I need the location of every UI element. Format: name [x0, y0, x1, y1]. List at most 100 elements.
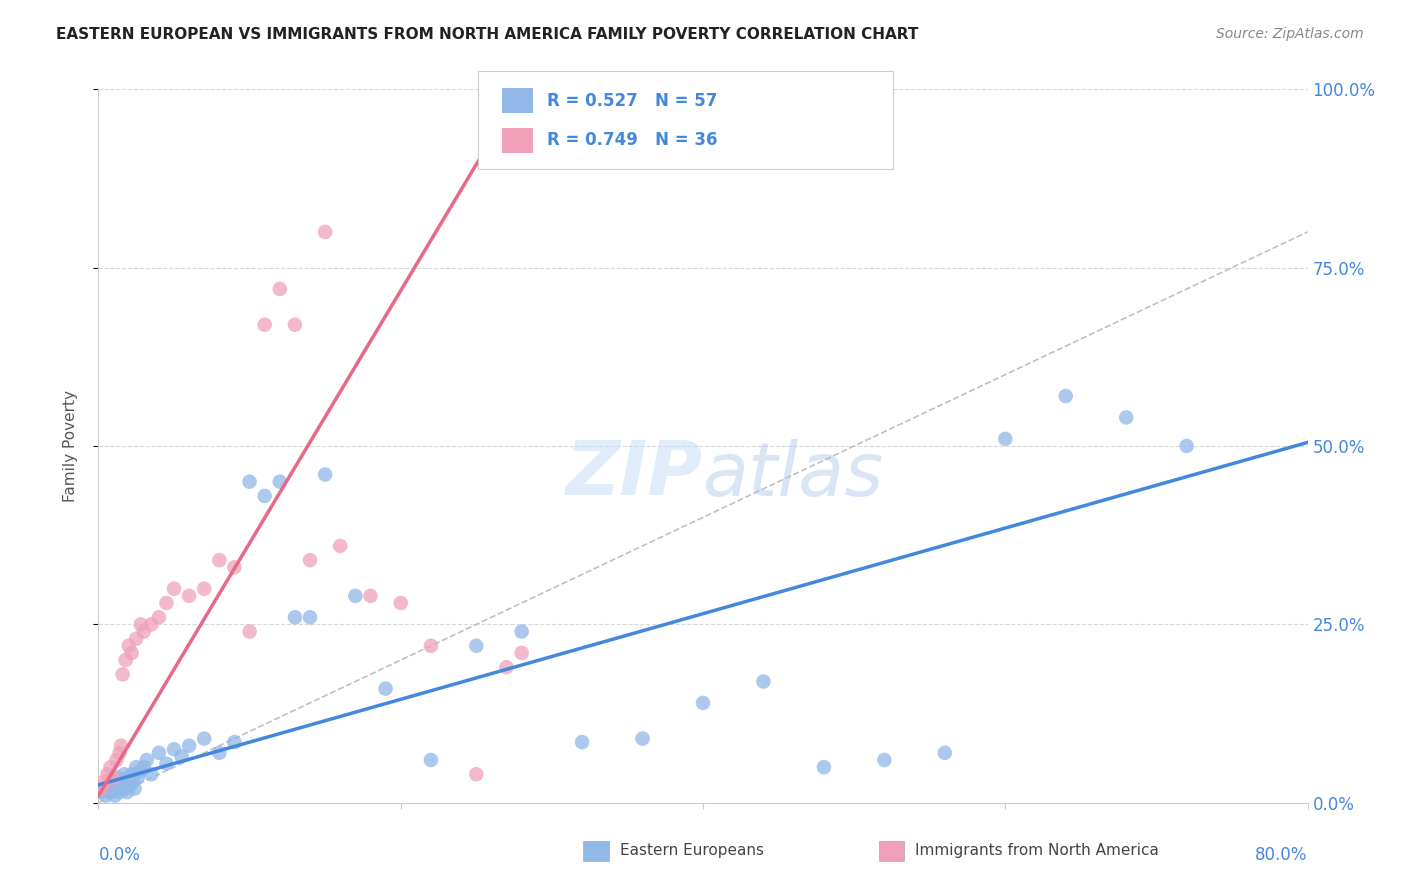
Point	[122, 774, 145, 789]
Point	[114, 781, 136, 796]
Point	[813, 760, 835, 774]
Point	[269, 282, 291, 296]
Point	[141, 767, 163, 781]
Point	[465, 767, 488, 781]
Point	[495, 660, 517, 674]
Text: 80.0%: 80.0%	[1256, 846, 1308, 863]
Point	[253, 489, 276, 503]
Point	[118, 639, 141, 653]
Point	[163, 582, 186, 596]
Point	[125, 760, 148, 774]
Point	[101, 781, 124, 796]
Point	[1054, 389, 1077, 403]
Point	[120, 778, 142, 792]
Point	[135, 753, 157, 767]
Point	[1175, 439, 1198, 453]
Point	[510, 624, 533, 639]
Point	[96, 767, 118, 781]
Point	[93, 774, 115, 789]
Point	[179, 739, 201, 753]
Point	[100, 760, 122, 774]
Point	[132, 624, 155, 639]
Point	[108, 785, 131, 799]
Point	[90, 781, 112, 796]
Text: Immigrants from North America: Immigrants from North America	[915, 844, 1159, 858]
Point	[873, 753, 896, 767]
Point	[170, 749, 193, 764]
Point	[420, 639, 443, 653]
Point	[94, 789, 117, 803]
Point	[90, 785, 112, 799]
Point	[193, 731, 215, 746]
Point	[752, 674, 775, 689]
Point	[314, 225, 336, 239]
Point	[692, 696, 714, 710]
Point	[103, 771, 125, 785]
Point	[105, 781, 128, 796]
Point	[104, 789, 127, 803]
Point	[314, 467, 336, 482]
Point	[110, 778, 132, 792]
Point	[374, 681, 396, 696]
Point	[239, 475, 262, 489]
Point	[100, 785, 122, 799]
Y-axis label: Family Poverty: Family Poverty	[63, 390, 77, 502]
Point	[344, 589, 367, 603]
Point	[155, 756, 177, 771]
Point	[127, 771, 149, 785]
Point	[208, 553, 231, 567]
Point	[284, 610, 307, 624]
Text: R = 0.527   N = 57: R = 0.527 N = 57	[547, 92, 717, 110]
Point	[163, 742, 186, 756]
Point	[114, 653, 136, 667]
Point	[107, 771, 129, 785]
Point	[224, 735, 246, 749]
Point	[129, 617, 152, 632]
Point	[103, 774, 125, 789]
Point	[132, 760, 155, 774]
Point	[465, 639, 488, 653]
Point	[253, 318, 276, 332]
Point	[269, 475, 291, 489]
Point	[389, 596, 412, 610]
Point	[148, 610, 170, 624]
Point	[155, 596, 177, 610]
Point	[112, 767, 135, 781]
Point	[108, 746, 131, 760]
Point	[110, 739, 132, 753]
Point	[224, 560, 246, 574]
Point	[420, 753, 443, 767]
Point	[299, 553, 322, 567]
Point	[148, 746, 170, 760]
Text: ZIP: ZIP	[565, 438, 703, 511]
Point	[121, 767, 143, 781]
Point	[329, 539, 352, 553]
Point	[125, 632, 148, 646]
Point	[239, 624, 262, 639]
Point	[111, 667, 134, 681]
Point	[141, 617, 163, 632]
Point	[994, 432, 1017, 446]
Point	[571, 735, 593, 749]
Point	[105, 753, 128, 767]
Point	[193, 582, 215, 596]
Point	[118, 771, 141, 785]
Text: R = 0.749   N = 36: R = 0.749 N = 36	[547, 131, 717, 149]
Point	[93, 781, 115, 796]
Text: Eastern Europeans: Eastern Europeans	[620, 844, 763, 858]
Point	[284, 318, 307, 332]
Point	[208, 746, 231, 760]
Point	[631, 731, 654, 746]
Point	[179, 589, 201, 603]
Text: atlas: atlas	[703, 439, 884, 510]
Point	[115, 785, 138, 799]
Point	[124, 781, 146, 796]
Point	[96, 778, 118, 792]
Point	[1115, 410, 1137, 425]
Point	[129, 764, 152, 778]
Point	[360, 589, 382, 603]
Point	[510, 646, 533, 660]
Point	[121, 646, 143, 660]
Point	[299, 610, 322, 624]
Point	[111, 774, 134, 789]
